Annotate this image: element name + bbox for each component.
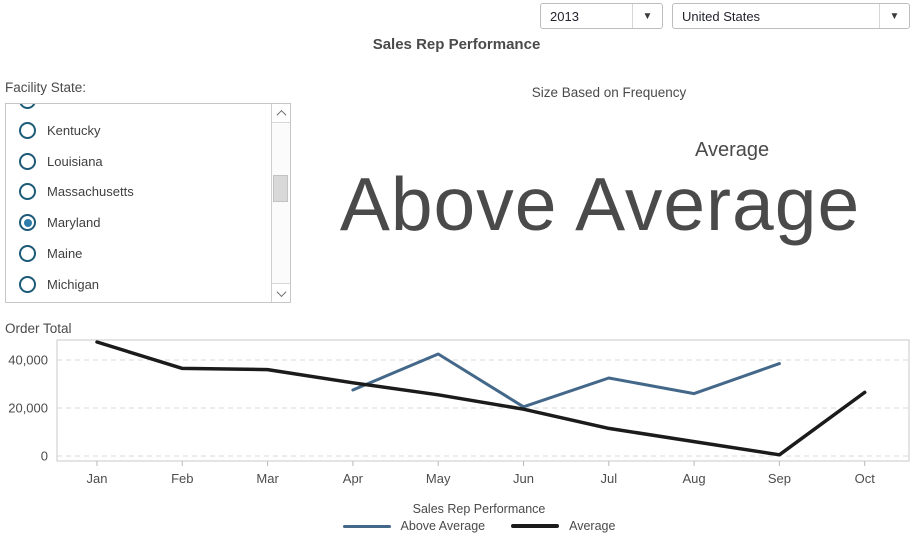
year-dropdown[interactable]: 2013 ▼ <box>540 3 663 29</box>
y-tick-label: 40,000 <box>8 353 48 368</box>
facility-list-viewport: Kentucky Louisiana Massachusetts Maryland Ma… <box>6 104 271 302</box>
region-dropdown[interactable]: United States ▼ <box>672 3 910 29</box>
x-tick-label: Jun <box>513 471 534 486</box>
radio-icon[interactable] <box>19 121 36 139</box>
facility-option-michigan[interactable]: Michigan <box>6 269 271 300</box>
radio-icon[interactable] <box>19 152 36 170</box>
series-line-average[interactable] <box>95 340 867 457</box>
facility-option-label: Michigan <box>47 276 100 292</box>
word-cloud-word-above-average[interactable]: Above Average <box>339 162 861 246</box>
facility-list-scrollbar[interactable] <box>271 104 290 302</box>
facility-state-label: Facility State: <box>5 80 87 95</box>
word-cloud-title: Size Based on Frequency <box>531 85 687 100</box>
facility-state-listbox[interactable]: Kentucky Louisiana Massachusetts Maryland Ma… <box>5 103 291 303</box>
x-tick-label: Jul <box>600 471 617 486</box>
facility-option-label: Maine <box>47 246 83 262</box>
x-tick-label: Oct <box>855 471 876 486</box>
facility-option-label: Massachusetts <box>47 184 134 200</box>
radio-icon-partial[interactable] <box>19 104 36 109</box>
facility-option-label: Louisiana <box>47 153 103 169</box>
radio-icon[interactable] <box>19 275 36 293</box>
legend-swatch-icon <box>342 524 391 528</box>
legend-swatch-icon <box>511 524 560 528</box>
x-tick-label: May <box>426 471 451 486</box>
radio-icon[interactable] <box>19 245 36 263</box>
radio-selected-icon[interactable] <box>19 214 36 232</box>
legend-entry-above-average[interactable]: Above Average <box>342 519 486 533</box>
order-total-chart[interactable]: Order Total 0 20,000 40,000 Jan Feb Mar Apr May… <box>0 315 913 505</box>
radio-icon[interactable] <box>19 183 36 201</box>
facility-option-maryland[interactable]: Maryland <box>6 207 271 238</box>
word-cloud-word-average[interactable]: Average <box>695 139 770 161</box>
chart-legend: Sales Rep Performance Above Average Avera… <box>0 502 913 533</box>
x-tick-label: Apr <box>343 471 364 486</box>
x-tick-label: Feb <box>171 471 193 486</box>
series-line-above-average[interactable] <box>351 352 781 409</box>
facility-option-massachusetts[interactable]: Massachusetts <box>6 177 271 208</box>
facility-option-maine[interactable]: Maine <box>6 238 271 269</box>
legend-entry-average[interactable]: Average <box>511 519 615 533</box>
radio-dot <box>23 218 32 227</box>
x-tick-label: Sep <box>768 471 791 486</box>
scrollbar-thumb[interactable] <box>273 175 288 202</box>
facility-list-items: Kentucky Louisiana Massachusetts Maryland Ma… <box>6 115 271 300</box>
chart-y-axis-title: Order Total <box>5 321 72 336</box>
scroll-up-button[interactable] <box>272 104 290 123</box>
region-dropdown-arrow-icon[interactable]: ▼ <box>879 4 909 28</box>
line-chart-canvas[interactable]: 0 20,000 40,000 Jan Feb Mar Apr May Jun Jul Aug Sep… <box>0 315 913 505</box>
x-tick-label: Aug <box>683 471 706 486</box>
legend-entries: Above Average Average <box>45 519 913 533</box>
legend-title: Sales Rep Performance <box>412 502 546 516</box>
facility-option-label: Kentucky <box>47 122 101 138</box>
x-tick-label: Mar <box>256 471 279 486</box>
chevron-down-icon <box>276 286 286 297</box>
y-tick-label: 0 <box>41 449 48 464</box>
facility-option-kentucky[interactable]: Kentucky <box>6 115 271 146</box>
facility-option-label: Maryland <box>47 215 101 231</box>
region-dropdown-value[interactable]: United States <box>682 8 761 24</box>
page-title: Sales Rep Performance <box>372 36 541 53</box>
x-tick-label: Jan <box>87 471 108 486</box>
y-tick-label: 20,000 <box>8 401 48 416</box>
year-dropdown-arrow-icon[interactable]: ▼ <box>632 4 662 28</box>
chevron-up-icon <box>276 109 286 120</box>
facility-option-louisiana[interactable]: Louisiana <box>6 146 271 177</box>
year-dropdown-value[interactable]: 2013 <box>550 8 579 24</box>
legend-entry-label: Average <box>569 519 616 533</box>
scroll-down-button[interactable] <box>272 283 290 302</box>
legend-entry-label: Above Average <box>400 519 486 533</box>
